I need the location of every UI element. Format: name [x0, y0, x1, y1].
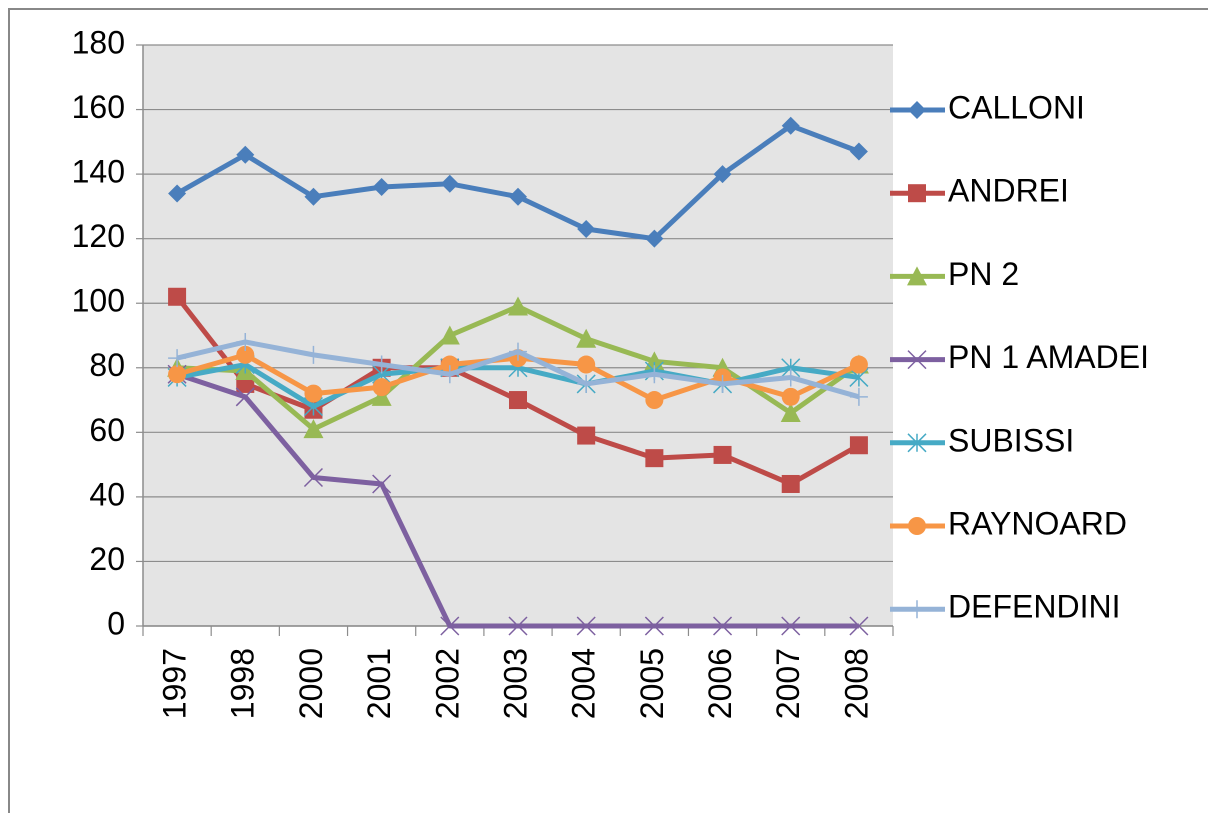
- marker: [372, 378, 391, 397]
- marker: [577, 426, 596, 445]
- marker: [577, 219, 596, 238]
- marker: [508, 616, 528, 636]
- legend-label: CALLONI: [948, 89, 1085, 125]
- x-tick-label: 2001: [361, 648, 397, 719]
- x-tick-label: 1997: [157, 648, 193, 719]
- marker: [303, 467, 323, 488]
- marker: [168, 184, 187, 203]
- marker: [508, 296, 528, 316]
- marker: [168, 349, 187, 368]
- marker: [781, 368, 800, 387]
- marker: [645, 391, 664, 410]
- legend-label: PN 1 AMADEI: [948, 339, 1149, 375]
- marker: [372, 474, 392, 494]
- marker: [509, 342, 527, 361]
- x-tick-label: 2000: [293, 648, 329, 719]
- marker: [304, 187, 323, 206]
- marker: [303, 419, 324, 439]
- x-tick-label: 2005: [634, 648, 670, 719]
- marker: [908, 600, 926, 619]
- marker: [236, 145, 255, 164]
- y-tick-label: 140: [72, 154, 125, 190]
- marker: [440, 174, 459, 193]
- marker: [304, 345, 323, 364]
- y-tick-label: 80: [89, 347, 125, 383]
- y-tick-label: 60: [89, 412, 125, 448]
- legend-label: PN 2: [948, 256, 1019, 292]
- x-tick-label: 1998: [225, 648, 261, 719]
- marker: [849, 142, 868, 161]
- marker: [908, 101, 926, 119]
- marker: [372, 178, 391, 197]
- x-tick-label: 2008: [838, 648, 874, 719]
- marker: [849, 616, 869, 636]
- marker: [907, 266, 927, 286]
- marker: [371, 386, 392, 406]
- marker: [576, 616, 596, 636]
- marker: [440, 616, 460, 636]
- marker: [849, 355, 868, 374]
- y-tick-label: 160: [72, 89, 125, 125]
- x-tick-label: 2007: [770, 648, 806, 719]
- marker: [713, 374, 732, 393]
- marker: [235, 387, 255, 407]
- marker: [439, 325, 460, 345]
- marker: [645, 365, 664, 384]
- marker: [781, 616, 801, 636]
- y-tick-label: 40: [89, 476, 125, 512]
- x-tick-label: 2002: [429, 648, 465, 719]
- x-tick-label: 2003: [497, 648, 533, 719]
- marker: [236, 332, 255, 351]
- marker: [440, 365, 459, 384]
- marker: [781, 387, 800, 406]
- marker: [577, 355, 596, 374]
- marker: [645, 229, 664, 248]
- marker: [781, 116, 800, 135]
- x-tick-label: 2004: [566, 648, 602, 719]
- marker: [304, 384, 323, 403]
- marker: [713, 165, 732, 184]
- marker: [576, 328, 597, 348]
- marker: [849, 387, 868, 406]
- marker: [168, 365, 187, 384]
- marker: [907, 350, 927, 370]
- marker: [440, 355, 459, 374]
- marker: [713, 445, 732, 464]
- y-tick-label: 0: [107, 605, 125, 641]
- marker: [907, 433, 927, 453]
- legend-label: DEFENDINI: [948, 589, 1120, 625]
- marker: [849, 436, 868, 455]
- marker: [168, 287, 187, 306]
- marker: [509, 391, 527, 410]
- marker: [509, 187, 527, 206]
- legend-label: SUBISSI: [948, 422, 1074, 458]
- x-tick-label: 2006: [702, 648, 738, 719]
- marker: [713, 616, 733, 636]
- y-tick-label: 120: [72, 218, 125, 254]
- marker: [908, 184, 926, 203]
- marker: [577, 374, 596, 393]
- legend-label: RAYNOARD: [948, 505, 1127, 541]
- marker: [236, 345, 255, 364]
- y-tick-label: 180: [72, 24, 125, 60]
- marker: [645, 449, 664, 468]
- marker: [908, 517, 926, 535]
- y-tick-label: 100: [72, 283, 125, 319]
- marker: [644, 616, 664, 636]
- marker: [781, 474, 800, 493]
- marker: [780, 402, 801, 422]
- y-tick-label: 20: [89, 541, 125, 577]
- legend-label: ANDREI: [948, 173, 1069, 209]
- marker: [372, 355, 391, 374]
